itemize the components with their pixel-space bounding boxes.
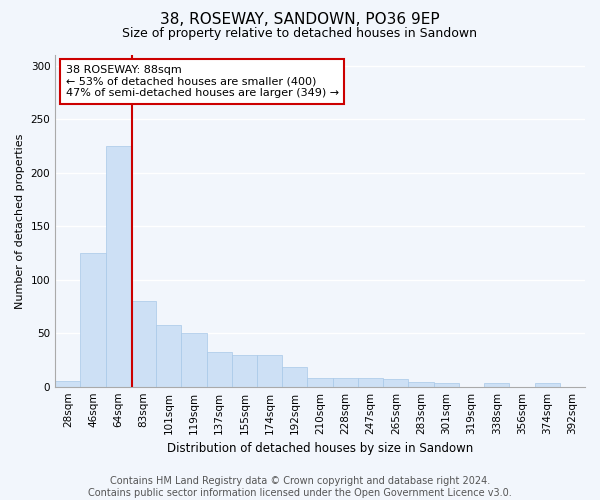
Bar: [409, 382, 434, 386]
Bar: [434, 384, 459, 386]
Bar: [257, 354, 282, 386]
Bar: [232, 354, 257, 386]
Bar: [358, 378, 383, 386]
X-axis label: Distribution of detached houses by size in Sandown: Distribution of detached houses by size …: [167, 442, 473, 455]
Bar: [484, 384, 509, 386]
Bar: [307, 378, 332, 386]
Bar: [131, 301, 156, 386]
Bar: [383, 379, 409, 386]
Bar: [282, 368, 307, 386]
Text: Size of property relative to detached houses in Sandown: Size of property relative to detached ho…: [122, 28, 478, 40]
Bar: [156, 324, 181, 386]
Bar: [535, 384, 560, 386]
Text: Contains HM Land Registry data © Crown copyright and database right 2024.
Contai: Contains HM Land Registry data © Crown c…: [88, 476, 512, 498]
Bar: [106, 146, 131, 386]
Bar: [332, 378, 358, 386]
Bar: [206, 352, 232, 386]
Bar: [181, 333, 206, 386]
Y-axis label: Number of detached properties: Number of detached properties: [15, 133, 25, 308]
Text: 38, ROSEWAY, SANDOWN, PO36 9EP: 38, ROSEWAY, SANDOWN, PO36 9EP: [160, 12, 440, 28]
Bar: [80, 253, 106, 386]
Text: 38 ROSEWAY: 88sqm
← 53% of detached houses are smaller (400)
47% of semi-detache: 38 ROSEWAY: 88sqm ← 53% of detached hous…: [66, 65, 339, 98]
Bar: [55, 382, 80, 386]
